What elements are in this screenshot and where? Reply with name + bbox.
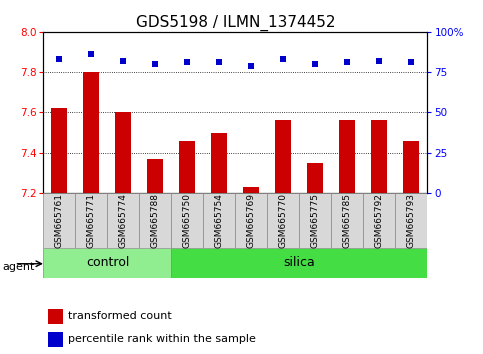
Point [343, 59, 351, 65]
Bar [275, 120, 291, 193]
Bar [243, 187, 259, 193]
Bar [171, 193, 203, 248]
Text: control: control [86, 256, 129, 269]
Text: GSM665775: GSM665775 [311, 193, 320, 248]
Text: GSM665769: GSM665769 [247, 193, 256, 248]
Text: GSM665788: GSM665788 [151, 193, 160, 248]
Bar [403, 141, 419, 193]
Bar [364, 193, 396, 248]
Point [184, 59, 191, 65]
Bar [371, 120, 387, 193]
Bar [48, 332, 63, 347]
Point [56, 56, 63, 62]
Bar [84, 72, 99, 193]
Bar [308, 163, 324, 193]
Text: agent: agent [2, 262, 35, 272]
Bar [331, 193, 364, 248]
Bar [236, 193, 268, 248]
Point [408, 59, 415, 65]
Bar [43, 248, 171, 278]
Bar [340, 120, 355, 193]
Text: GSM665750: GSM665750 [183, 193, 192, 248]
Text: GSM665771: GSM665771 [87, 193, 96, 248]
Text: silica: silica [284, 256, 315, 269]
Bar [43, 193, 75, 248]
Text: GSM665792: GSM665792 [375, 193, 384, 248]
Bar [108, 193, 140, 248]
Bar [212, 132, 227, 193]
Title: GDS5198 / ILMN_1374452: GDS5198 / ILMN_1374452 [136, 14, 335, 30]
Point [280, 56, 287, 62]
Bar [299, 193, 331, 248]
Point [312, 61, 319, 67]
Bar [180, 141, 196, 193]
Text: GSM665754: GSM665754 [215, 193, 224, 248]
Bar [268, 193, 299, 248]
Bar [115, 113, 131, 193]
Text: GSM665774: GSM665774 [119, 193, 128, 248]
Text: GSM665761: GSM665761 [55, 193, 64, 248]
Point [376, 58, 384, 64]
Point [248, 63, 256, 69]
Text: GSM665785: GSM665785 [343, 193, 352, 248]
Bar [75, 193, 108, 248]
Point [152, 61, 159, 67]
Bar [396, 193, 427, 248]
Point [120, 58, 128, 64]
Text: GSM665770: GSM665770 [279, 193, 288, 248]
Point [87, 52, 95, 57]
Bar [147, 159, 163, 193]
Bar [140, 193, 171, 248]
Text: GSM665793: GSM665793 [407, 193, 416, 248]
Point [215, 59, 223, 65]
Text: percentile rank within the sample: percentile rank within the sample [68, 335, 256, 344]
Bar [48, 309, 63, 324]
Text: transformed count: transformed count [68, 312, 172, 321]
Bar [203, 193, 236, 248]
Bar [171, 248, 427, 278]
Bar [52, 108, 68, 193]
